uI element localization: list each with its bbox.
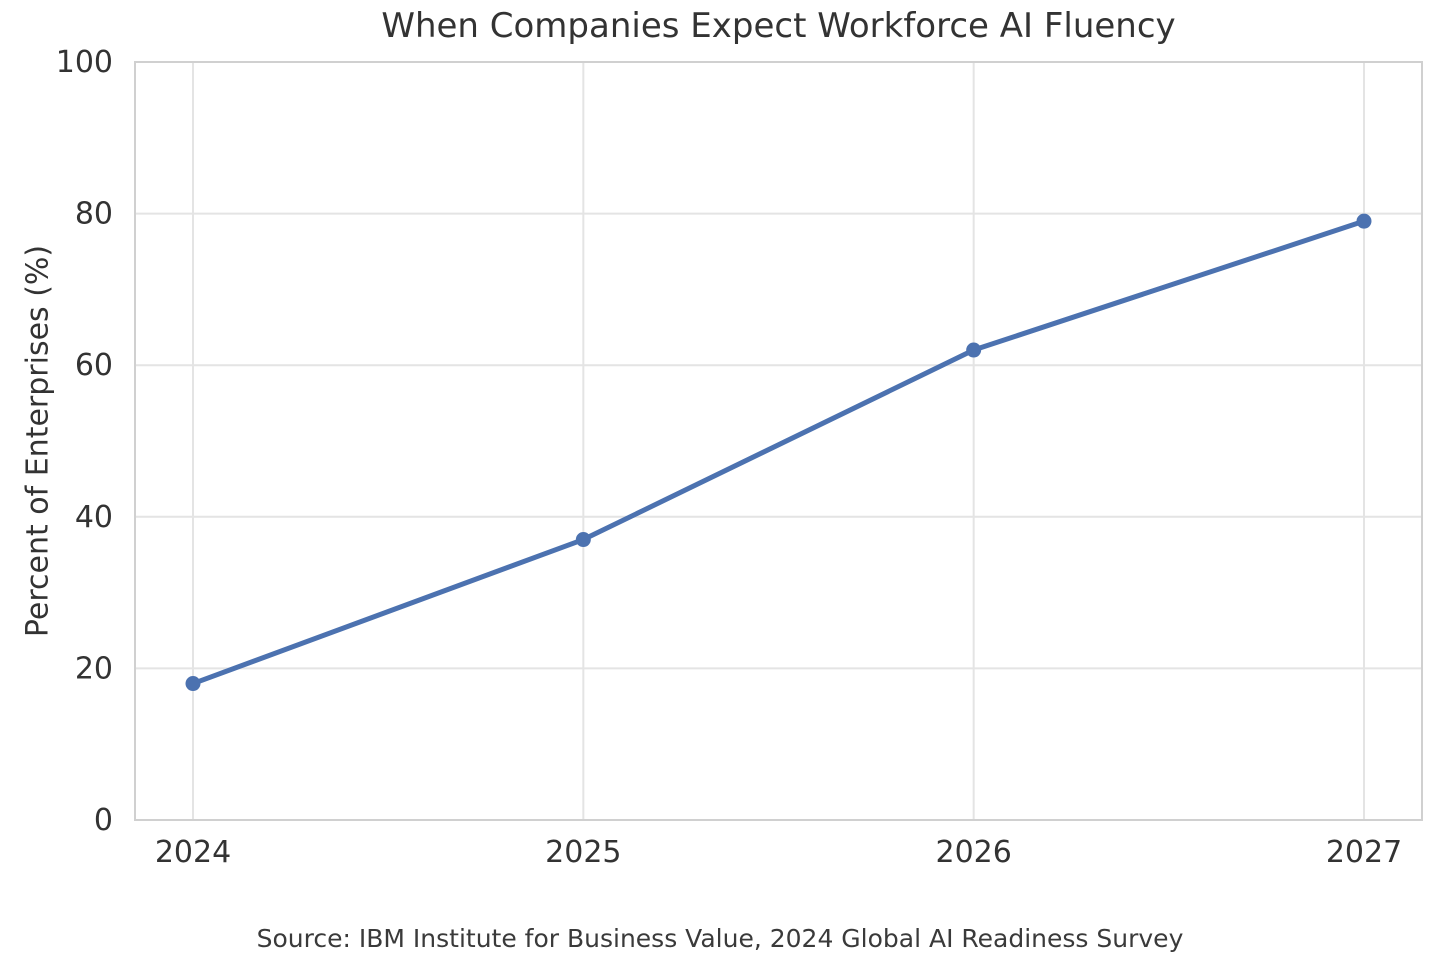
chart-title: When Companies Expect Workforce AI Fluen… [381, 6, 1176, 46]
data-point-2024 [185, 676, 201, 692]
data-point-2026 [966, 342, 982, 358]
series-line [190, 218, 1367, 687]
x-tick-label: 2026 [935, 835, 1011, 870]
x-tick-label: 2027 [1326, 835, 1402, 870]
y-tick-label: 40 [75, 500, 113, 535]
x-tick-label: 2024 [155, 835, 231, 870]
y-tick-label: 80 [75, 197, 113, 232]
data-point-2025 [575, 532, 591, 548]
source-caption: Source: IBM Institute for Business Value… [256, 924, 1184, 953]
plot-border [134, 61, 1423, 821]
y-tick-label: 60 [75, 348, 113, 383]
x-tick-label: 2025 [545, 835, 621, 870]
data-point-2027 [1356, 213, 1372, 229]
y-tick-label: 100 [56, 45, 113, 80]
y-tick-label: 0 [94, 803, 113, 838]
y-tick-label: 20 [75, 651, 113, 686]
